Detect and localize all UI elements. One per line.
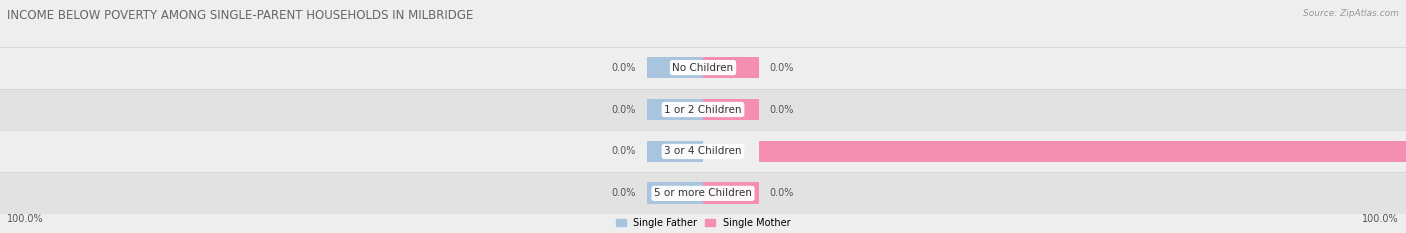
Bar (647, 140, 703, 162)
Text: INCOME BELOW POVERTY AMONG SINGLE-PARENT HOUSEHOLDS IN MILBRIDGE: INCOME BELOW POVERTY AMONG SINGLE-PARENT… (7, 9, 474, 22)
Bar (0, 130, 1406, 172)
Text: 5 or more Children: 5 or more Children (654, 188, 752, 198)
Text: 100.0%: 100.0% (1362, 214, 1399, 224)
Text: 0.0%: 0.0% (770, 188, 794, 198)
Text: 100.0%: 100.0% (7, 214, 44, 224)
Bar (703, 99, 759, 120)
Text: 0.0%: 0.0% (612, 188, 637, 198)
Bar (759, 140, 1406, 162)
Bar (0, 89, 1406, 130)
Text: 1 or 2 Children: 1 or 2 Children (664, 105, 742, 114)
Text: 0.0%: 0.0% (612, 105, 637, 114)
Text: 0.0%: 0.0% (612, 63, 637, 72)
Bar (0, 47, 1406, 89)
Bar (703, 57, 759, 79)
Text: Source: ZipAtlas.com: Source: ZipAtlas.com (1303, 9, 1399, 18)
Text: 0.0%: 0.0% (612, 147, 637, 156)
Bar (647, 99, 703, 120)
Bar (0, 172, 1406, 214)
Bar (647, 182, 703, 204)
Text: 0.0%: 0.0% (770, 63, 794, 72)
Text: 0.0%: 0.0% (770, 105, 794, 114)
Text: 3 or 4 Children: 3 or 4 Children (664, 147, 742, 156)
Legend: Single Father, Single Mother: Single Father, Single Mother (616, 218, 790, 228)
Bar (703, 182, 759, 204)
Bar (647, 57, 703, 79)
Text: No Children: No Children (672, 63, 734, 72)
